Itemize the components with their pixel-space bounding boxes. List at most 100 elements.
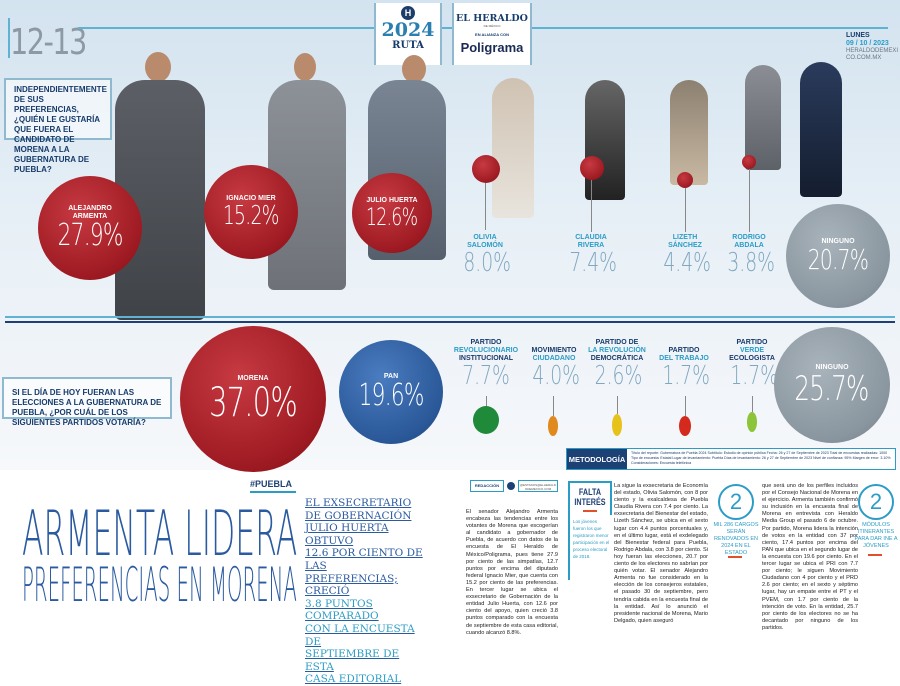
prd-ball-icon [612,414,622,436]
party-prd: PARTIDO DE LA REVOLUCIÓN DEMOCRÁTICA 2.6… [586,339,648,389]
small-ball [742,155,756,169]
party-name: MORENA [237,375,269,382]
candidate-sanchez: LIZETH SÁNCHEZ 4.4% [655,234,715,276]
email-icon [507,482,515,490]
party-label: ECOLOGISTA [729,355,775,362]
logo-ruta: RUTA [392,40,424,51]
stat-text: MÓDULOS ITINERANTES PARA DAR INE A JÓVEN… [854,522,898,549]
byline-handle: @ESTADOS@ELHERALDODEMEXICO.COM [518,480,558,492]
ball-string [591,180,592,232]
article-deck: EL EXSECRETARIO DE GOBERNACIÓN JULIO HUE… [305,497,430,686]
stat-text: MIL 286 CARGOS SERÁN RENOVADOS EN 2024 E… [713,522,759,556]
candidate-last-name: SALOMÓN [467,242,503,249]
candidate-pct: 7.4% [569,248,617,278]
ball-string [617,396,618,414]
heraldo-poligrama-logo: EL HERALDO DE MÉXICO EN ALIANZA CON Poli… [452,3,532,65]
section-rule [5,321,895,323]
ball-string [485,183,486,230]
section-rule [5,316,895,318]
party-label: LA REVOLUCIÓN [588,347,646,354]
candidate-last-name: ABDALA [734,242,764,249]
logo-year: 2024 [381,19,435,41]
candidate-photo-salomon [492,78,534,218]
candidate-photo-abdala [745,65,781,170]
party-pct: 7.7% [462,361,510,391]
stat-number: 2 [718,484,754,520]
divider [568,515,570,580]
deck-line: DE GOBERNACIÓN [305,509,412,522]
article-column-3: que será uno de los perfiles incluidos p… [762,483,858,631]
party-label: INSTITUCIONAL [458,355,514,362]
ball-string [486,396,487,408]
methodology-label: METODOLOGÍA [567,449,627,469]
divider [8,18,10,58]
ball-string [749,169,750,232]
alliance-label: EN ALIANZA CON [475,32,509,37]
party-pt: PARTIDO DEL TRABAJO 1.7% [654,347,714,389]
methodology-box: METODOLOGÍA Título del reporte: Gubernat… [566,448,896,470]
small-ball [677,172,693,188]
candidate-photo-sanchez [670,80,708,185]
partner-name: Poligrama [460,40,524,55]
candidate-rivera: CLAUDIA RIVERA 7.4% [561,234,621,276]
sidebar-text: Los jóvenes fueron los que registraron m… [573,519,610,559]
pri-ball-icon [473,406,499,434]
deck-line: 12.6 POR CIENTO DE LAS [305,547,423,572]
party-label: VERDE [739,347,765,354]
candidate-name: NINGUNO [821,238,855,245]
ninguno-silhouette [800,62,842,197]
party-pct: 37.0% [209,380,298,426]
party-ball-morena: MORENA 37.0% [180,326,326,472]
h-logo-icon: H [401,6,415,20]
methodology-text: Título del reporte: Gubernatura de Puebl… [631,451,891,465]
deck-line: JULIO HUERTA OBTUVO [305,522,389,547]
candidate-salomon: OLIVIA SALOMÓN 8.0% [455,234,515,276]
candidate-pct: 27.9% [57,218,123,253]
pvem-ball-icon [747,412,757,432]
date-block: LUNES 09 / 10 / 2023 HERALDODEMEXICO.COM… [846,32,898,62]
candidate-photo-head [402,55,426,83]
candidate-abdala: RODRIGO ABDALA 3.8% [719,234,779,276]
ball-string [685,188,686,232]
candidate-pct: 4.4% [663,248,711,278]
party-label: PARTIDO [470,339,502,346]
candidate-ball-huerta: JULIO HUERTA 12.6% [352,173,432,253]
party-label: PARTIDO DE [595,339,639,346]
divider [868,554,882,556]
candidate-first-name: OLIVIA [473,234,497,241]
candidate-pct: 3.8% [727,248,775,278]
small-ball [472,155,500,183]
pt-ball-icon [679,416,691,436]
mc-ball-icon [548,416,558,436]
ball-string [553,396,554,416]
candidate-pct: 20.7% [807,243,869,276]
party-label: PARTIDO [736,339,768,346]
candidate-first-name: RODRIGO [732,234,766,241]
party-question: SI EL DÍA DE HOY FUERAN LAS ELECCIONES A… [2,377,172,427]
party-label: CIUDADANO [532,355,576,362]
party-ball-ninguno: NINGUNO 25.7% [774,327,890,443]
deck-line: CASA EDITORIAL [305,673,402,686]
candidate-last-name: RIVERA [577,242,605,249]
candidate-name: JULIO HUERTA [366,197,418,204]
party-pct: 1.7% [662,361,710,391]
candidate-pct: 12.6% [366,203,418,231]
article-column-2: La sigue la exsecretaria de Economía del… [614,483,708,624]
candidate-pct: 15.2% [223,201,280,231]
divider [583,510,597,512]
candidate-ball-mier: IGNACIO MIER 15.2% [204,165,298,259]
deck-line: 3.8 PUNTOS COMPARADO [305,597,379,623]
candidate-name: IGNACIO MIER [226,195,276,202]
party-label: DEMOCRÁTICA [590,355,644,362]
party-name: PAN [383,373,399,380]
sidebar-title: FALTA INTERÉS [574,487,606,507]
headline-line2: PREFERENCIAS EN MORENA [22,558,297,613]
party-pct: 4.0% [532,361,580,391]
party-label: DEL TRABAJO [659,355,709,362]
date-day: LUNES [846,32,870,39]
divider [250,491,296,493]
ruta-2024-logo: H 2024 RUTA [374,3,442,65]
small-ball [580,156,604,180]
deck-line: SEPTIEMBRE DE ESTA [305,648,400,673]
candidate-ball-armenta: ALEJANDRO ARMENTA 27.9% [38,176,142,280]
